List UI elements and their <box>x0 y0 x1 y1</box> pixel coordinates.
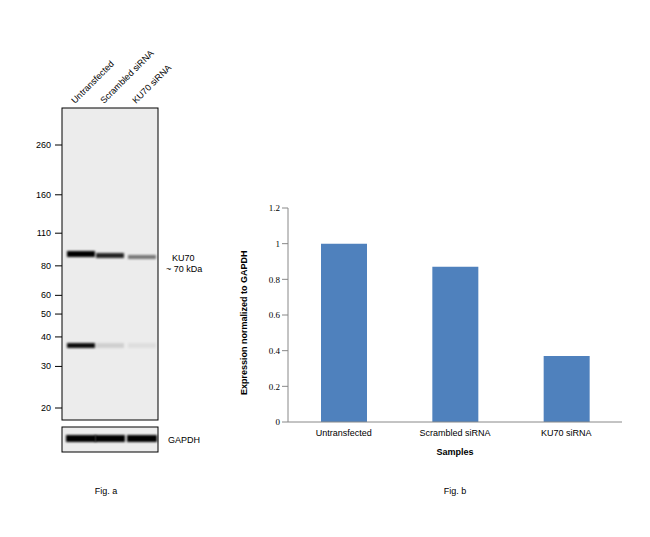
svg-text:Fig. b: Fig. b <box>444 486 467 496</box>
svg-text:~ 70 kDa: ~ 70 kDa <box>166 264 202 274</box>
svg-text:Fig. a: Fig. a <box>95 486 118 496</box>
svg-text:GAPDH: GAPDH <box>168 435 200 445</box>
svg-text:80: 80 <box>41 261 51 271</box>
svg-text:Expression normalized to GAPDH: Expression normalized to GAPDH <box>239 250 249 395</box>
svg-text:260: 260 <box>36 140 51 150</box>
svg-text:Untransfected: Untransfected <box>69 58 116 106</box>
svg-text:Samples: Samples <box>436 447 473 457</box>
svg-text:0.8: 0.8 <box>269 275 281 285</box>
svg-text:Scrambled siRNA: Scrambled siRNA <box>419 428 490 438</box>
svg-text:KU70: KU70 <box>172 253 195 263</box>
svg-text:Scrambled siRNA: Scrambled siRNA <box>98 48 155 105</box>
svg-text:KU70 siRNA: KU70 siRNA <box>130 63 173 106</box>
svg-text:30: 30 <box>41 361 51 371</box>
svg-text:0: 0 <box>276 417 281 427</box>
svg-text:0.2: 0.2 <box>269 382 280 392</box>
svg-text:20: 20 <box>41 403 51 413</box>
svg-text:110: 110 <box>37 228 51 238</box>
svg-text:0.6: 0.6 <box>269 310 281 320</box>
svg-text:60: 60 <box>41 290 51 300</box>
svg-text:1.2: 1.2 <box>269 203 280 213</box>
svg-text:160: 160 <box>36 190 51 200</box>
svg-text:50: 50 <box>41 309 51 319</box>
svg-text:40: 40 <box>41 332 51 342</box>
svg-text:Untransfected: Untransfected <box>316 428 372 438</box>
svg-text:KU70 siRNA: KU70 siRNA <box>541 428 592 438</box>
svg-text:1: 1 <box>276 239 281 249</box>
svg-text:0.4: 0.4 <box>269 346 281 356</box>
